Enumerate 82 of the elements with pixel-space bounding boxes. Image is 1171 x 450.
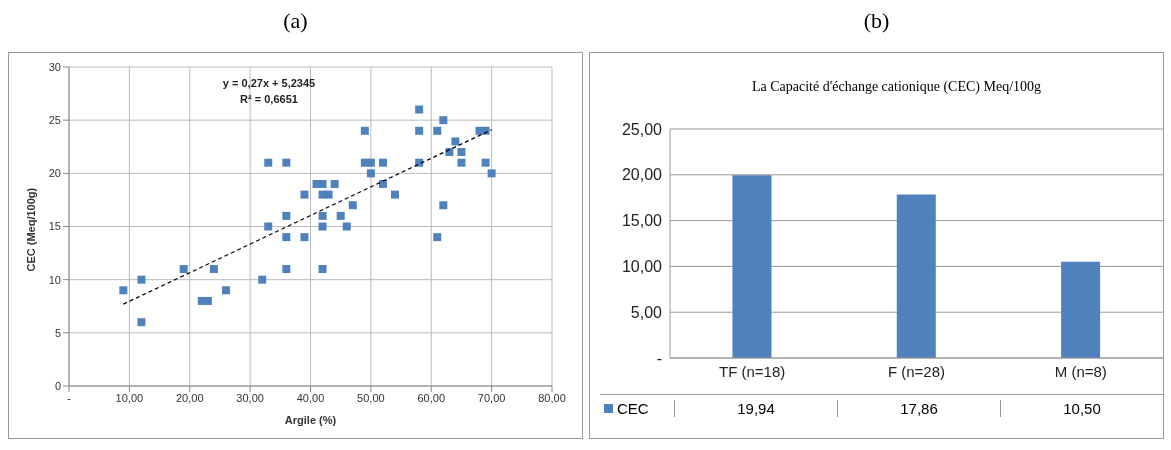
y-tick-label: 25 [48,114,61,127]
annotation: y = 0,27x + 5,2345 [221,76,317,91]
y-tick-label: 0 [54,379,61,392]
data-label: 10,50 [1000,399,1163,417]
point [282,211,291,220]
x-tick-label: 40,00 [296,391,325,404]
chart-title: (a) [282,8,309,35]
point [348,201,357,210]
point [366,169,375,178]
point [391,190,400,199]
point [137,318,146,327]
point [366,158,375,167]
y-axis-title: CEC (Meq/100g) [24,187,37,272]
point [415,105,424,114]
x-tick-label: F (n=28) [887,362,946,380]
chart-subtitle: La Capacité d'échange cationique (CEC) Meq/100g [751,79,1042,96]
data-label: 19,94 [674,399,837,417]
point [415,126,424,135]
y-tick-label: 10 [48,273,61,286]
y-tick-label: 15,00 [621,212,663,230]
data-label: 17,86 [837,399,1000,417]
point [342,222,351,231]
y-tick-label: 20,00 [621,166,663,184]
annotation: R² = 0,6651 [239,92,299,107]
point [318,265,327,274]
point [451,137,460,146]
bar [896,194,936,358]
point [360,126,369,135]
point [457,148,466,157]
point [433,126,442,135]
point [179,265,188,274]
point [433,233,442,242]
point [439,116,448,125]
point [481,126,490,135]
point [209,265,218,274]
x-tick-label: 50,00 [357,391,385,404]
bar [1061,261,1101,358]
point [487,169,496,178]
legend-label: CEC [617,399,649,417]
x-tick-label: 30,00 [236,391,264,404]
point [378,158,387,167]
point [282,265,291,274]
point [282,233,291,242]
point [300,233,309,242]
y-tick-label: 5,00 [630,303,663,321]
point [221,286,230,295]
x-tick-label: - [67,391,72,404]
point [282,158,291,167]
y-tick-label: - [656,349,662,367]
point [300,190,309,199]
y-tick-label: 15 [48,220,61,233]
x-tick-label: 60,00 [417,391,446,404]
x-tick-label: 10,00 [115,391,144,404]
point [330,179,339,188]
point [264,222,273,231]
y-tick-label: 20 [48,167,61,180]
x-tick-label: 80,00 [538,391,566,404]
point [336,211,345,220]
point [457,158,466,167]
chart-title: (b) [862,8,891,35]
point [439,201,448,210]
x-tick-label: 70,00 [477,391,506,404]
x-tick-label: 20,00 [175,391,204,404]
point [137,275,146,284]
x-axis-title: Argile (%) [284,414,337,426]
point [258,275,267,284]
y-tick-label: 10,00 [621,258,663,276]
y-tick-label: 5 [54,326,61,339]
point [324,190,333,199]
point [203,296,212,305]
x-tick-label: M (n=8) [1054,362,1107,380]
point [119,286,128,295]
y-tick-label: 25,00 [621,120,663,138]
point [264,158,273,167]
point [378,179,387,188]
y-tick-label: 30 [48,60,61,73]
bar [732,175,772,358]
point [318,222,327,231]
point [481,158,490,167]
point [318,211,327,220]
point [318,179,327,188]
x-tick-label: TF (n=18) [719,362,786,380]
